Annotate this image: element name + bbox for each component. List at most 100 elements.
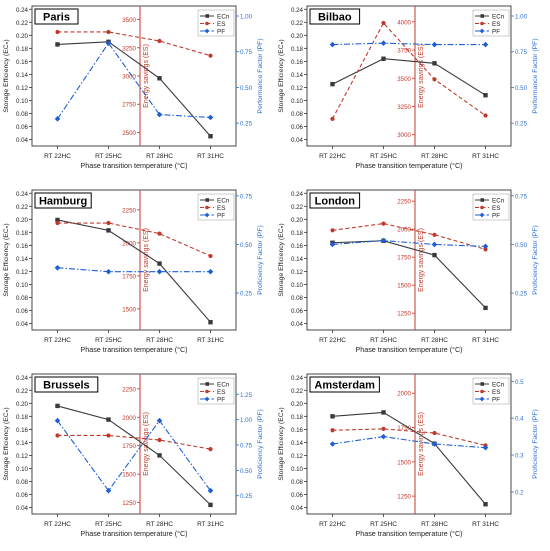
y-tick-label: 0.24 <box>16 191 29 198</box>
y-tick-label: 0.22 <box>16 204 29 211</box>
y-tick-label: 0.24 <box>291 191 304 198</box>
es-tick-label: 2500 <box>122 130 136 137</box>
y-tick-label: 0.18 <box>291 414 304 421</box>
es-tick-label: 4000 <box>397 19 411 26</box>
chart-panel-amsterdam: 0.040.060.080.100.120.140.160.180.200.22… <box>278 373 539 538</box>
es-axis-label: Energy savings (ES) <box>143 412 150 476</box>
point-ecn <box>432 61 437 66</box>
panel-title-box <box>309 192 361 209</box>
es-tick-label: 3500 <box>122 17 136 24</box>
legend-label-pf: PF <box>217 396 225 403</box>
legend-label-es: ES <box>492 389 500 396</box>
pf-axis-label: Proficiency Factor (PF) <box>532 225 539 295</box>
es-tick-label: 1500 <box>122 472 136 479</box>
es-tick-label: 2250 <box>122 386 136 393</box>
point-pf <box>431 241 438 248</box>
series-line-pf <box>332 240 486 247</box>
x-tick-label: RT 25HC <box>370 337 397 344</box>
y-tick-label: 0.16 <box>16 243 29 250</box>
point-es <box>432 77 437 82</box>
pf-tick-label: 0.25 <box>240 291 253 298</box>
panel-title-box <box>309 376 380 393</box>
chart-panel-london: 0.04 0.06 0.08 0.10 0.12 0.14 0.16 0.18 0.20 0.22… <box>278 189 539 354</box>
x-tick-label: RT 31HC <box>472 521 499 528</box>
panel-title: Amsterdam <box>314 380 375 392</box>
point-ecn <box>483 305 488 311</box>
legend-marker <box>480 21 484 26</box>
pf-tick-label: 0.5 <box>515 379 524 386</box>
x-tick-label: RT 28HC <box>421 337 448 344</box>
point-ecn <box>432 252 437 258</box>
y-tick-label: 0.12 <box>291 85 304 92</box>
series-line-es <box>332 21 486 120</box>
point-pf <box>482 444 489 451</box>
chart-panel-hamburg: 0.04 0.06 0.08 0.10 0.12 0.14 0.16 0.18 0.20 0.22… <box>3 189 264 354</box>
y-tick-label: 0.12 <box>16 269 29 276</box>
point-es <box>330 428 335 433</box>
point-es <box>55 220 60 226</box>
x-axis-label: Phase transition temperature (°C) <box>355 345 462 354</box>
y-tick-label: 0.08 <box>291 111 304 118</box>
y-tick-label: 0.10 <box>291 466 304 473</box>
y-tick-label: 0.04 <box>16 321 29 328</box>
y-tick-label: 0.06 <box>16 492 29 499</box>
y-tick-label: 0.10 <box>291 282 304 289</box>
y-tick-label: 0.16 <box>16 59 29 66</box>
point-es <box>106 220 111 226</box>
legend-marker <box>480 14 485 18</box>
legend-marker <box>480 205 484 210</box>
point-pf <box>54 264 61 271</box>
legend-marker <box>205 14 210 18</box>
es-tick-label: 2750 <box>122 102 136 109</box>
y-tick-label: 0.20 <box>16 401 29 408</box>
es-tick-label: 2250 <box>397 199 411 206</box>
legend-label-ecn: ECn <box>492 381 505 388</box>
es-tick-label: 2000 <box>397 227 411 234</box>
y-tick-label: 0.12 <box>291 269 304 276</box>
y-axis-label: Storage Efficiency (ECₙ) <box>3 223 10 296</box>
point-pf <box>105 40 112 46</box>
legend-marker <box>205 198 210 202</box>
y-tick-label: 0.14 <box>291 440 304 447</box>
point-ecn <box>55 217 60 223</box>
es-tick-label: 2250 <box>122 207 136 214</box>
point-ecn <box>483 93 488 98</box>
y-tick-label: 0.14 <box>291 256 304 263</box>
es-tick-label: 3750 <box>397 48 411 55</box>
point-pf <box>207 268 214 275</box>
x-tick-label: RT 31HC <box>197 337 224 344</box>
panel-title-box <box>309 8 361 25</box>
point-ecn <box>208 319 213 325</box>
y-tick-label: 0.04 <box>16 137 29 144</box>
point-pf <box>482 41 489 48</box>
point-ecn <box>208 502 213 508</box>
y-tick-label: 0.14 <box>16 256 29 263</box>
legend-marker <box>205 21 209 26</box>
pf-axis-label: Proficiency Factor (PF) <box>257 409 264 479</box>
es-tick-label: 3250 <box>122 45 136 52</box>
point-es <box>432 232 437 237</box>
legend-label-es: ES <box>217 205 225 212</box>
y-tick-label: 0.14 <box>16 72 29 79</box>
pf-tick-label: 1.25 <box>240 392 253 399</box>
panel-title-box <box>34 8 79 25</box>
legend-label-pf: PF <box>217 212 225 219</box>
pf-tick-label: 0.25 <box>240 121 253 128</box>
legend-label-es: ES <box>492 21 500 28</box>
point-es <box>157 38 162 44</box>
point-es <box>381 20 386 26</box>
legend-label-pf: PF <box>492 396 500 403</box>
es-tick-label: 3000 <box>122 74 136 81</box>
series-line-pf <box>57 419 211 492</box>
y-tick-label: 0.24 <box>16 7 29 14</box>
x-tick-label: RT 22HC <box>44 337 71 344</box>
y-tick-label: 0.06 <box>16 124 29 131</box>
x-tick-label: RT 22HC <box>319 337 346 344</box>
pf-tick-label: 0.25 <box>515 121 528 128</box>
x-tick-label: RT 25HC <box>95 521 122 528</box>
panel-title-box <box>34 376 99 393</box>
y-axis-label: Storage Efficiency (ECₙ) <box>278 407 285 480</box>
y-tick-label: 0.08 <box>16 111 29 118</box>
panel-title: Bilbao <box>318 12 352 24</box>
